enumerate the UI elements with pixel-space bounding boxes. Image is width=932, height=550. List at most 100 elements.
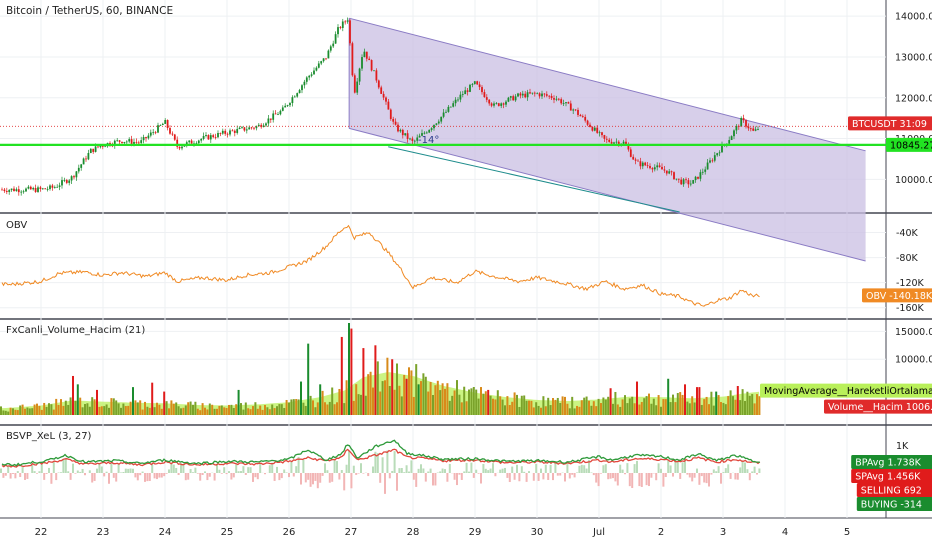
bsvp-hist-bar	[573, 473, 576, 478]
candle-body	[555, 98, 558, 100]
candle-body	[622, 141, 625, 144]
volume-bar	[235, 404, 238, 415]
bsvp-hist-bar	[247, 467, 250, 473]
volume-bar	[211, 404, 214, 415]
volume-bar	[585, 396, 588, 415]
obv-y-tick: -80K	[896, 253, 919, 264]
candle-body	[495, 103, 498, 105]
candle-body	[32, 188, 35, 190]
volume-y-tick: 15000.00	[895, 327, 932, 338]
bsvp-hist-bar	[640, 473, 643, 487]
volume-bar	[429, 381, 432, 415]
bsvp-hist-bar	[650, 473, 653, 478]
bsvp-hist-bar	[218, 469, 221, 473]
candle-body	[250, 127, 253, 129]
support-tag-bg	[886, 137, 932, 152]
candle-body	[20, 191, 23, 193]
volume-bar	[76, 384, 79, 415]
candle-body	[615, 141, 618, 143]
bsvp-pane[interactable]: BSVP_XeL (3, 27)	[0, 431, 761, 494]
volume-bar	[465, 401, 468, 415]
candle-body	[533, 92, 536, 94]
candle-body	[82, 158, 85, 165]
bsvp-hist-bar	[715, 471, 718, 473]
volume-bar	[110, 398, 113, 415]
candle-body	[267, 118, 270, 124]
obv-pane[interactable]: OBV	[1, 220, 760, 307]
volume-bar	[319, 384, 322, 415]
volume-bar	[307, 343, 310, 415]
bsvp-hist-bar	[237, 471, 240, 473]
price-pane[interactable]: Bitcoin / TetherUS, 60, BINANCE -14°	[0, 5, 886, 262]
bsvp-hist-bar	[535, 463, 538, 473]
volume-bar	[460, 402, 463, 415]
volume-bar	[160, 408, 163, 415]
candle-body	[154, 132, 157, 134]
bsvp-hist-bar	[112, 473, 115, 478]
candle-body	[101, 146, 104, 147]
bsvp-hist-bar	[302, 459, 305, 473]
bsvp-hist-bar	[444, 469, 446, 473]
candle-body	[574, 109, 577, 111]
bsvp-hist-bar	[398, 468, 401, 473]
volume-bar	[199, 410, 202, 415]
volume-bar	[705, 396, 708, 415]
volume-bar	[669, 402, 672, 415]
candle-body	[265, 123, 267, 126]
bsvp-hist-bar	[307, 473, 310, 480]
candle-body	[257, 124, 260, 127]
volume-bar	[501, 399, 504, 415]
volume-bar	[652, 398, 655, 415]
volume-bar	[48, 403, 50, 415]
volume-bar	[45, 406, 48, 415]
volume-bar	[520, 395, 523, 415]
volume-bar	[427, 391, 430, 415]
x-axis-ticks: 22 23 24 25 26 27 28 29 30 Jul 2 3 4 5	[35, 527, 851, 538]
candle-body	[145, 137, 147, 139]
volume-bar	[324, 402, 326, 415]
bsvp-hist-bar	[396, 473, 398, 491]
volume-bar	[271, 404, 274, 415]
candle-body	[269, 118, 272, 120]
volume-bar	[345, 380, 348, 415]
volume-bar	[475, 389, 478, 415]
candle-body	[142, 137, 145, 141]
candle-body	[8, 190, 11, 192]
bsvp-hist-bar	[614, 473, 617, 482]
volume-bar	[568, 408, 571, 415]
candle-body	[577, 109, 579, 115]
volume-bar	[213, 408, 216, 415]
candle-body	[277, 114, 279, 116]
volume-bar	[278, 404, 281, 415]
volume-bar	[741, 389, 744, 415]
bsvp-hist-bar	[110, 463, 113, 473]
bsvp-hist-bar	[256, 473, 259, 480]
candle-body	[293, 96, 296, 98]
volume-bar	[508, 405, 511, 415]
candle-body	[572, 109, 575, 111]
bsvp-hist-bar	[225, 473, 228, 475]
bsvp-hist-bar	[506, 473, 509, 478]
bsvp-hist-bar	[182, 464, 185, 473]
volume-bar	[640, 401, 643, 415]
volume-bar	[247, 408, 250, 415]
bsvp-hist-bar	[360, 463, 362, 473]
volume-pane[interactable]: FxCanli_Volume_Hacim (21)	[0, 323, 761, 415]
candle-body	[445, 111, 447, 113]
bsvp-hist-bar	[547, 473, 550, 480]
btcusdt-tag-text: BTCUSDT 31:09	[852, 119, 927, 130]
volume-bar	[487, 389, 490, 415]
volume-bar	[192, 404, 194, 415]
candle-body	[557, 98, 560, 100]
bsvp-legend-spavg-bg	[851, 469, 932, 483]
volume-bar	[268, 409, 271, 415]
volume-bar	[273, 408, 276, 415]
candle-body	[601, 132, 603, 136]
volume-bar	[201, 403, 204, 415]
volume-bar	[645, 396, 648, 415]
bsvp-hist-bar	[460, 473, 463, 480]
volume-bar	[537, 405, 540, 415]
bsvp-hist-bar	[300, 473, 302, 485]
obv-tag-bg	[862, 288, 932, 303]
